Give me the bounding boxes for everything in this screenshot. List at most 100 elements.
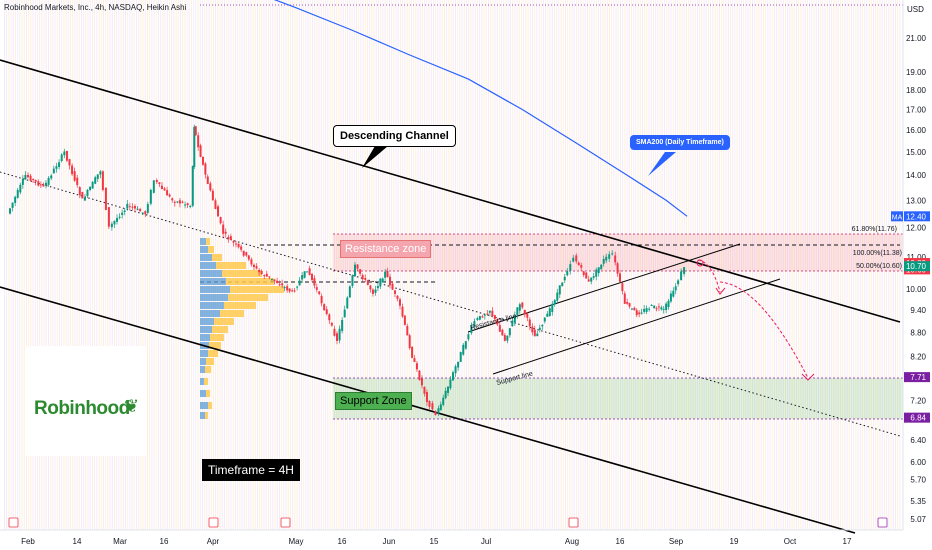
candle-body	[580, 265, 583, 268]
session-stripe	[23, 0, 25, 530]
earnings-marker[interactable]	[280, 517, 291, 528]
price-tick-label: 9.40	[910, 306, 926, 315]
session-stripe	[67, 0, 69, 530]
session-stripe	[413, 0, 415, 530]
projection-arrow-2	[719, 281, 809, 379]
price-tick-label: 6.40	[910, 436, 926, 445]
timeframe-label: Timeframe = 4H	[202, 459, 300, 481]
session-stripe	[824, 0, 826, 530]
candle-body	[451, 372, 454, 381]
session-stripe	[562, 0, 564, 530]
candle-body	[86, 189, 89, 197]
session-stripe	[386, 0, 388, 530]
candle-body	[376, 286, 379, 289]
session-stripe	[70, 0, 71, 530]
session-stripe	[419, 0, 421, 530]
candle-body	[173, 201, 176, 203]
candle-body	[616, 263, 619, 274]
session-stripe	[463, 0, 465, 530]
session-stripe	[382, 0, 384, 530]
session-stripe	[287, 0, 289, 530]
session-stripe	[87, 0, 89, 530]
time-tick-label: Sep	[669, 537, 684, 546]
session-stripe	[301, 0, 302, 530]
robinhood-logo-card: Robinhood ❦	[26, 346, 146, 456]
session-stripe	[727, 0, 729, 530]
session-stripe	[48, 0, 49, 530]
session-stripe	[576, 0, 577, 530]
volume-bar-yellow	[209, 342, 221, 349]
session-stripe	[430, 0, 432, 530]
candle-body	[34, 179, 37, 182]
session-stripe	[415, 0, 417, 530]
session-stripe	[756, 0, 758, 530]
session-stripe	[446, 0, 448, 530]
candle-body	[353, 264, 356, 277]
candle-body	[665, 303, 668, 310]
candle-body	[491, 310, 494, 316]
earnings-markers[interactable]	[8, 517, 888, 528]
session-stripe	[259, 0, 261, 530]
candle-body	[434, 411, 437, 415]
candle-body	[585, 272, 588, 279]
session-stripe	[459, 0, 461, 530]
session-stripe	[481, 0, 483, 530]
candle-body	[229, 236, 232, 240]
session-stripe	[848, 0, 850, 530]
candle-body	[186, 203, 189, 206]
candle-body	[442, 397, 445, 405]
candle-body	[217, 206, 220, 217]
price-tick-label: 7.20	[910, 396, 926, 405]
candle-body	[366, 280, 369, 285]
candle-body	[55, 166, 58, 169]
earnings-marker[interactable]	[568, 517, 579, 528]
candle-body	[558, 285, 561, 295]
candle-body	[393, 290, 396, 294]
earnings-marker[interactable]	[8, 517, 19, 528]
session-stripe	[349, 0, 351, 530]
session-stripe	[527, 0, 529, 530]
candle-body	[633, 307, 636, 311]
candle-body	[483, 314, 486, 316]
session-stripe	[556, 0, 558, 530]
volume-bar-yellow	[208, 350, 218, 357]
candle-body	[406, 325, 409, 336]
session-stripe	[149, 0, 151, 530]
session-stripe	[653, 0, 654, 530]
price-axis[interactable]: 21.00 19.00 18.00 17.00 16.00 15.00 14.00 13.00…	[906, 34, 927, 524]
session-stripe	[536, 0, 538, 530]
session-stripe	[142, 0, 144, 530]
session-stripe	[389, 0, 390, 530]
session-stripe	[776, 0, 778, 530]
candle-body	[63, 151, 66, 156]
price-tick-label: 18.00	[906, 86, 927, 95]
candle-body	[126, 203, 129, 209]
session-stripe	[543, 0, 544, 530]
earnings-marker[interactable]	[877, 517, 888, 528]
candle-body	[543, 317, 546, 322]
time-tick-label: Oct	[784, 537, 797, 546]
session-stripe	[246, 0, 247, 530]
session-stripe	[791, 0, 793, 530]
candle-body	[14, 196, 17, 203]
candle-body	[503, 335, 506, 341]
session-stripe	[384, 0, 386, 530]
session-stripe	[716, 0, 718, 530]
channel-upper-line	[0, 59, 901, 323]
candle-body	[163, 188, 166, 191]
session-stripe	[448, 0, 450, 530]
time-axis[interactable]: Feb 14 Mar 16 Apr May 16 Jun 15 Jul Aug 16 Sep 19 Oct 1…	[21, 537, 852, 546]
candle-body	[333, 328, 336, 336]
candle-body	[9, 208, 12, 214]
session-stripe	[743, 0, 745, 530]
projection-start-marker	[696, 259, 704, 267]
session-stripe	[655, 0, 657, 530]
earnings-marker[interactable]	[208, 517, 219, 528]
candle-body	[171, 198, 174, 201]
session-stripe	[323, 0, 324, 530]
price-tick-label: 8.80	[910, 328, 926, 337]
session-stripe	[710, 0, 712, 530]
session-stripe	[807, 0, 808, 530]
candle-body	[526, 313, 529, 318]
